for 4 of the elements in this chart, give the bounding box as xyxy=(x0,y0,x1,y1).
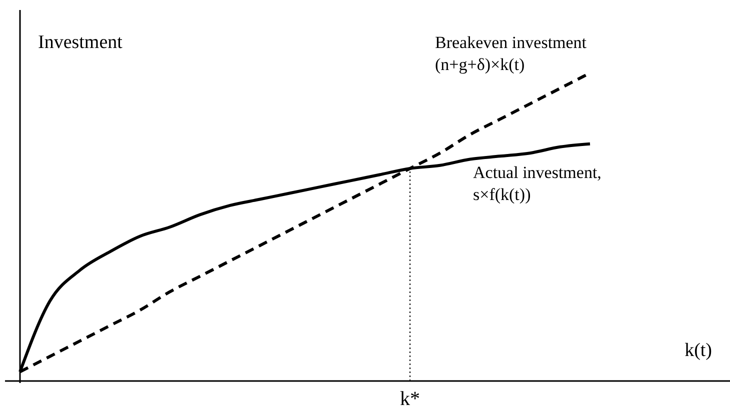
y-axis-title: Investment xyxy=(38,32,124,53)
series-label: Actual investment, s×f(k(t)) xyxy=(473,162,602,204)
series-label: Breakeven investment (n+g+δ)×k(t) xyxy=(435,33,587,74)
x-axis-title: k(t) xyxy=(684,340,712,361)
